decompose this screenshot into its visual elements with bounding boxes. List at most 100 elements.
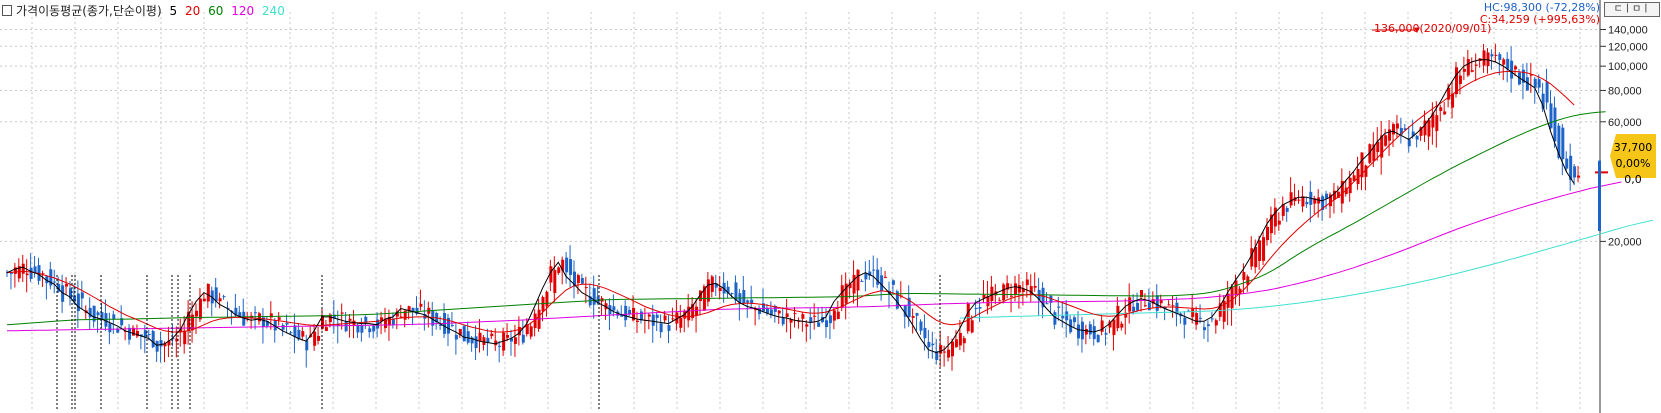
candle-body bbox=[1065, 311, 1069, 321]
candle-body bbox=[565, 257, 569, 273]
candle-body bbox=[521, 334, 525, 343]
candle-body bbox=[1183, 317, 1187, 325]
candle-body bbox=[1120, 323, 1124, 328]
candle-body bbox=[486, 337, 490, 343]
candle-body bbox=[785, 313, 789, 317]
candle-body bbox=[289, 332, 293, 334]
candle-body bbox=[1321, 196, 1325, 210]
candle-body bbox=[1364, 165, 1368, 177]
candle-body bbox=[947, 349, 951, 358]
candle-body bbox=[1451, 93, 1455, 108]
candle-body bbox=[758, 308, 762, 315]
candle-body bbox=[1029, 286, 1033, 295]
candle-body bbox=[781, 317, 785, 325]
candle-body bbox=[828, 315, 832, 324]
y-tick-label: 100,000 bbox=[1608, 61, 1648, 73]
candle-body bbox=[403, 310, 407, 320]
candle-body bbox=[1384, 135, 1388, 146]
candle-body bbox=[852, 274, 856, 294]
candle-body bbox=[1238, 288, 1242, 295]
candle-body bbox=[891, 280, 895, 285]
candle-body bbox=[65, 283, 69, 287]
candle-body bbox=[628, 309, 632, 314]
candle-body bbox=[258, 313, 261, 322]
candle-body bbox=[1502, 59, 1506, 65]
candle-body bbox=[80, 292, 84, 299]
candle-body bbox=[1569, 155, 1573, 180]
ma-line-60 bbox=[6, 111, 1606, 326]
y-tick-label: 140,000 bbox=[1608, 25, 1648, 37]
candle-body bbox=[935, 351, 939, 361]
candle-body bbox=[143, 330, 147, 337]
candle-body bbox=[419, 303, 423, 307]
candle-body bbox=[679, 317, 683, 328]
chart-tool-button[interactable]: ㄷㅣㅁㅣ bbox=[1604, 2, 1660, 17]
candle-body bbox=[498, 345, 502, 347]
readout-hc: HC:98,300 (-72,28%) bbox=[1483, 1, 1600, 14]
candle-body bbox=[1116, 305, 1120, 329]
candle-body bbox=[1360, 152, 1364, 178]
candle-body bbox=[1470, 70, 1474, 72]
candle-body bbox=[1273, 207, 1277, 227]
candle-body bbox=[33, 266, 37, 273]
candle-body bbox=[1033, 285, 1037, 288]
candle-body bbox=[1151, 299, 1155, 304]
candle-body bbox=[561, 259, 565, 271]
candle-body bbox=[1258, 240, 1262, 261]
candle-body bbox=[1006, 283, 1010, 290]
candle-body bbox=[13, 267, 17, 274]
candle-body bbox=[848, 283, 852, 289]
candle-body bbox=[218, 298, 222, 302]
current-price: 37,700 bbox=[1613, 141, 1653, 154]
candle-body bbox=[1246, 276, 1250, 285]
candle-body bbox=[943, 351, 947, 353]
candle-body bbox=[1313, 198, 1317, 204]
candle-body bbox=[399, 316, 403, 318]
candle-body bbox=[1431, 113, 1435, 128]
candle-body bbox=[765, 307, 769, 314]
candle-body bbox=[297, 329, 301, 340]
candle-body bbox=[1462, 68, 1466, 72]
candle-body bbox=[982, 294, 986, 299]
candle-body bbox=[1411, 131, 1415, 137]
candle-body bbox=[116, 328, 120, 333]
candle-body bbox=[1368, 144, 1372, 163]
candle-body bbox=[265, 321, 269, 326]
period-240: 240 bbox=[261, 4, 285, 18]
candle-body bbox=[1108, 321, 1112, 328]
candle-body bbox=[970, 320, 974, 333]
indicator-checkbox[interactable] bbox=[2, 5, 12, 16]
candle-body bbox=[1506, 58, 1510, 69]
candle-body bbox=[797, 320, 801, 322]
candle-body bbox=[1490, 54, 1494, 57]
candle-body bbox=[1447, 87, 1451, 100]
candle-body bbox=[328, 314, 332, 323]
candle-body bbox=[1392, 124, 1395, 135]
candle-body bbox=[1277, 220, 1281, 225]
candle-body bbox=[112, 314, 116, 320]
candle-body bbox=[132, 327, 135, 336]
candle-body bbox=[1206, 324, 1210, 327]
candle-body bbox=[61, 285, 65, 302]
candle-body bbox=[458, 329, 462, 335]
candle-body bbox=[773, 305, 777, 312]
candle-body bbox=[1380, 135, 1384, 158]
candle-body bbox=[639, 311, 643, 321]
candle-body bbox=[801, 314, 805, 319]
candle-body bbox=[1376, 141, 1380, 153]
candle-body bbox=[120, 318, 124, 326]
candle-body bbox=[57, 283, 61, 292]
candle-body bbox=[1305, 201, 1309, 205]
candle-body bbox=[730, 293, 734, 295]
candle-body bbox=[762, 303, 765, 312]
candle-body bbox=[1230, 286, 1234, 309]
candle-body bbox=[529, 326, 533, 337]
candle-body bbox=[340, 312, 344, 314]
candle-body bbox=[1171, 305, 1175, 307]
candle-body bbox=[651, 314, 655, 326]
candle-body bbox=[1533, 78, 1537, 88]
candle-body bbox=[1388, 129, 1392, 141]
candle-body bbox=[1124, 312, 1128, 318]
candle-body bbox=[1136, 303, 1140, 311]
